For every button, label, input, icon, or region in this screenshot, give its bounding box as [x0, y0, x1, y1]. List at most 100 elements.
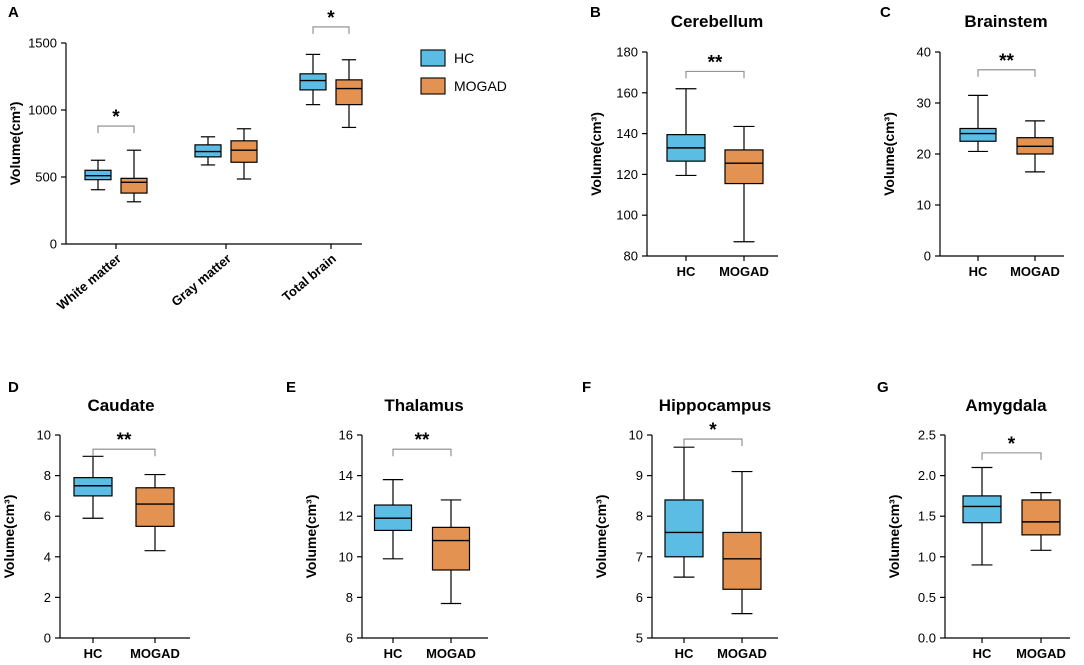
y-tick-label: 40	[917, 45, 931, 60]
box-hc	[666, 88, 706, 177]
y-tick-label: 120	[616, 167, 638, 182]
y-tick-label: 100	[616, 208, 638, 223]
y-tick-label: 1000	[28, 103, 57, 118]
panel-letter: C	[880, 4, 891, 21]
significance-label: **	[415, 430, 430, 451]
y-tick-label: 14	[339, 468, 353, 483]
chart-title: Thalamus	[384, 396, 463, 415]
box-iqr	[664, 499, 704, 558]
x-tick-label: HC	[677, 264, 696, 279]
significance-label: *	[327, 8, 335, 29]
y-tick-label: 0	[924, 249, 931, 264]
significance-bracket	[392, 448, 452, 457]
panel-letter: E	[286, 379, 296, 396]
y-tick-label: 500	[35, 170, 57, 185]
box-iqr	[959, 127, 997, 142]
y-tick-label: 0.5	[918, 590, 936, 605]
box-iqr	[230, 140, 258, 163]
x-tick-label: MOGAD	[130, 646, 180, 661]
y-axis-label: Volume(cm³)	[303, 495, 319, 579]
y-tick-label: 6	[346, 631, 353, 646]
significance-label: *	[709, 420, 717, 441]
significance-label: **	[117, 430, 132, 451]
box-hc	[373, 479, 413, 560]
y-tick-label: 5	[636, 631, 643, 646]
x-tick-label: HC	[384, 646, 403, 661]
y-tick-label: 10	[339, 549, 353, 564]
x-tick-label: MOGAD	[1010, 264, 1060, 279]
box-mogad	[722, 470, 762, 615]
panel-f: F Hippocampus Volume(cm³) 5 6 7 8 9 10 HC MOGAD *	[582, 379, 778, 661]
y-tick-label: 2.5	[918, 428, 936, 443]
y-axis-label: Volume(cm³)	[588, 112, 604, 196]
y-tick-label: 2	[44, 590, 51, 605]
significance-label: **	[999, 51, 1014, 72]
box-mogad	[431, 499, 471, 605]
x-tick-label: MOGAD	[719, 264, 769, 279]
y-tick-label: 1.5	[918, 509, 936, 524]
y-tick-label: 0	[50, 237, 57, 252]
y-tick-label: 10	[629, 428, 643, 443]
box-iqr	[120, 177, 148, 194]
panel-letter: A	[8, 4, 19, 21]
chart-title: Hippocampus	[659, 396, 771, 415]
box-iqr	[724, 149, 764, 185]
significance-bracket	[685, 70, 745, 79]
x-tick-label: HC	[84, 646, 103, 661]
panel-b: B Cerebellum Volume(cm³) 80 100 120 140 160 180 H…	[588, 4, 778, 279]
y-axis-label: Volume(cm³)	[1, 495, 17, 579]
y-tick-label: 16	[339, 428, 353, 443]
x-tick-label: HC	[973, 646, 992, 661]
panel-e: E Thalamus Volume(cm³) 6 8 10 12 14 16 HC MOGAD **	[286, 379, 488, 661]
y-tick-label: 7	[636, 549, 643, 564]
significance-bracket	[97, 125, 135, 134]
box-mogad	[230, 128, 258, 180]
y-tick-label: 30	[917, 96, 931, 111]
y-tick-label: 8	[44, 468, 51, 483]
y-axis-label: Volume(cm³)	[886, 495, 902, 579]
x-tick-label: MOGAD	[1016, 646, 1066, 661]
legend-swatch-hc	[420, 49, 446, 67]
panel-c: C Brainstem Volume(cm³) 0 10 20 30 40 HC MOGAD **	[880, 4, 1064, 279]
significance-bracket	[683, 438, 743, 447]
significance-bracket	[977, 69, 1036, 77]
panel-g: G Amygdala Volume(cm³) 0.0 0.5 1.0 1.5 2.0 2.5 HC…	[877, 379, 1070, 661]
box-iqr	[1021, 499, 1061, 536]
legend-swatch-mogad	[420, 77, 446, 95]
y-tick-label: 1.0	[918, 549, 936, 564]
y-tick-label: 140	[616, 126, 638, 141]
panel-letter: B	[590, 4, 601, 21]
chart-title: Cerebellum	[671, 12, 764, 31]
y-tick-label: 2.0	[918, 468, 936, 483]
box-hc	[84, 159, 112, 191]
panel-letter: D	[8, 379, 19, 396]
box-mogad	[1016, 120, 1054, 173]
y-tick-label: 160	[616, 85, 638, 100]
significance-bracket	[92, 448, 156, 457]
y-tick-label: 8	[636, 509, 643, 524]
y-tick-label: 4	[44, 549, 51, 564]
box-iqr	[722, 531, 762, 590]
y-tick-label: 20	[917, 147, 931, 162]
y-tick-label: 180	[616, 45, 638, 60]
x-tick-label: HC	[675, 646, 694, 661]
x-tick-label: MOGAD	[717, 646, 767, 661]
chart-title: Caudate	[87, 396, 154, 415]
box-mogad	[335, 59, 363, 129]
panel-a: A Volume(cm³) 0 500 1000 1500 White matter Gray…	[7, 4, 507, 313]
significance-bracket	[981, 452, 1042, 460]
x-tick-label: HC	[969, 264, 988, 279]
y-axis-label: Volume(cm³)	[7, 102, 23, 186]
box-mogad	[135, 473, 175, 552]
legend-label: MOGAD	[454, 78, 507, 94]
y-tick-label: 12	[339, 509, 353, 524]
legend: HC MOGAD	[420, 49, 507, 95]
box-hc	[664, 446, 704, 578]
box-hc	[194, 136, 222, 166]
box-hc	[962, 466, 1002, 566]
significance-label: *	[112, 107, 120, 128]
panel-letter: F	[582, 379, 591, 396]
box-hc	[959, 94, 997, 153]
significance-label: *	[1008, 434, 1016, 455]
box-iqr	[135, 487, 175, 527]
